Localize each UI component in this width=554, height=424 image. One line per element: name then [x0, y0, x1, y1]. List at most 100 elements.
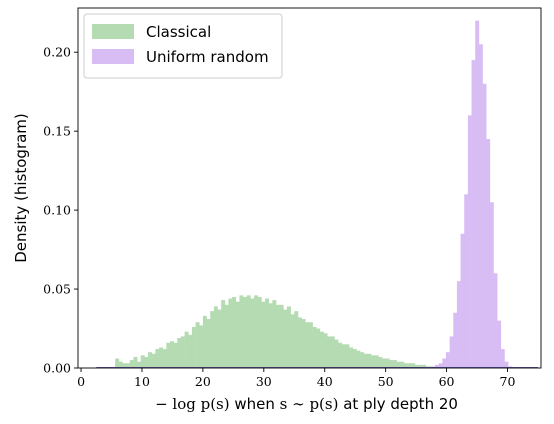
- classical-bar: [195, 322, 200, 368]
- x-title-math-sample: s ∼ p(s): [280, 395, 339, 413]
- classical-bar: [213, 306, 218, 368]
- classical-bar: [345, 344, 350, 368]
- x-title-math-neglog: − log p(s): [155, 395, 230, 413]
- classical-bar: [297, 317, 302, 368]
- classical-bar: [272, 300, 277, 368]
- classical-bar: [363, 353, 368, 368]
- classical-bar: [411, 363, 416, 368]
- uniform-random-bar: [497, 320, 502, 368]
- uniform-random-bar: [438, 363, 443, 368]
- uniform-random-bar: [486, 139, 491, 368]
- classical-bar: [169, 341, 174, 368]
- classical-bar: [129, 360, 134, 368]
- classical-bar: [414, 364, 419, 368]
- uniform-random-bar: [482, 83, 487, 368]
- classical-bar: [392, 360, 397, 368]
- classical-bar: [360, 352, 365, 368]
- classical-bar: [250, 298, 255, 368]
- uniform-random-bar: [475, 20, 480, 368]
- classical-bar: [159, 347, 163, 368]
- y-tick-label: 0.10: [43, 203, 71, 218]
- y-axis-title: Density (histogram): [12, 113, 30, 263]
- classical-bar: [290, 314, 295, 368]
- classical-bar: [403, 363, 408, 368]
- classical-bar: [312, 326, 317, 368]
- classical-bar: [367, 353, 372, 368]
- classical-bar: [389, 360, 394, 368]
- uniform-random-bar: [504, 361, 509, 368]
- uniform-random-bar: [478, 44, 483, 368]
- classical-bar: [140, 355, 145, 368]
- legend-label: Uniform random: [146, 48, 269, 66]
- uniform-random-bar: [445, 352, 450, 368]
- classical-bar: [180, 336, 185, 368]
- classical-series: [115, 295, 434, 368]
- classical-bar: [188, 334, 193, 368]
- classical-bar: [396, 361, 401, 368]
- classical-bar: [308, 322, 313, 368]
- y-tick-label: 0.15: [43, 124, 71, 139]
- x-axis-title: − log p(s) when s ∼ p(s) at ply depth 20: [155, 395, 458, 413]
- classical-bar: [232, 296, 237, 368]
- classical-bar: [184, 331, 189, 368]
- x-title-text-when: when: [230, 395, 280, 413]
- classical-bar: [206, 319, 211, 368]
- y-axis-ticks: 0.00 0.05 0.10 0.15 0.20: [43, 45, 78, 376]
- classical-bar: [371, 355, 375, 368]
- classical-bar: [257, 296, 262, 368]
- y-tick-label: 0.05: [43, 282, 71, 297]
- x-tick-label: 30: [256, 374, 272, 389]
- classical-bar: [151, 353, 156, 368]
- uniform-random-bar: [500, 349, 505, 368]
- classical-bar: [126, 363, 131, 368]
- classical-bar: [210, 311, 215, 368]
- y-tick-label: 0.00: [43, 361, 71, 376]
- classical-bar: [341, 344, 346, 368]
- classical-bar: [246, 295, 251, 368]
- classical-bar: [283, 309, 288, 368]
- classical-bar: [385, 358, 390, 368]
- classical-bar: [118, 361, 123, 368]
- classical-bar: [265, 298, 269, 368]
- uniform-random-bar: [449, 336, 454, 368]
- legend: Classical Uniform random: [83, 13, 283, 79]
- classical-bar: [144, 356, 149, 368]
- x-tick-label: 50: [378, 374, 394, 389]
- classical-bar: [191, 326, 196, 368]
- classical-bar: [316, 328, 321, 368]
- classical-bar: [177, 338, 182, 368]
- classical-bar: [202, 315, 207, 368]
- classical-bar: [261, 301, 266, 368]
- classical-bar: [349, 347, 354, 368]
- uniform-random-bar: [442, 358, 447, 368]
- classical-bar: [279, 304, 284, 368]
- classical-bar: [235, 301, 240, 368]
- classical-bar: [382, 358, 386, 368]
- x-tick-label: 60: [439, 374, 455, 389]
- classical-bar: [217, 309, 222, 368]
- axes: [77, 7, 542, 369]
- classical-bar: [327, 336, 332, 368]
- classical-bar: [268, 303, 273, 368]
- classical-bar: [173, 342, 178, 368]
- classical-bar: [418, 364, 423, 368]
- classical-bar: [254, 295, 259, 368]
- uniform-random-series: [431, 20, 513, 369]
- uniform-random-bar: [460, 233, 465, 368]
- classical-bar: [305, 322, 310, 368]
- classical-bar: [221, 300, 226, 368]
- classical-bar: [224, 304, 229, 368]
- classical-bar: [378, 356, 383, 368]
- classical-bar: [122, 363, 127, 368]
- legend-swatch: [92, 24, 134, 39]
- uniform-random-bar: [467, 115, 472, 369]
- classical-bar: [352, 349, 357, 368]
- x-axis-ticks: 0 10 20 30 40 50 60 70: [77, 368, 515, 389]
- x-title-text-depth: at ply depth 20: [338, 395, 457, 413]
- uniform-random-bar: [435, 364, 439, 368]
- classical-bar: [155, 349, 160, 368]
- classical-bar: [338, 342, 343, 368]
- uniform-random-bar: [489, 202, 494, 368]
